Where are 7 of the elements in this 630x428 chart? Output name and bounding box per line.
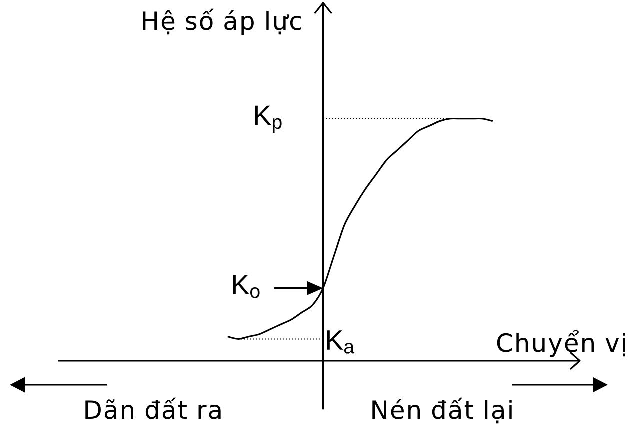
ref-line-label: K$_{a}$ <box>327 330 355 354</box>
annotation: K$_{o}$ <box>233 275 260 298</box>
text: Dãn đất ra <box>86 398 221 420</box>
ref-line-label: K$_{p}$ <box>255 106 282 133</box>
x-axis-title: Chuyển vị <box>497 330 626 358</box>
y-axis-title: Hệ số áp lực <box>143 8 302 36</box>
text: Nén đất lại <box>372 398 512 424</box>
